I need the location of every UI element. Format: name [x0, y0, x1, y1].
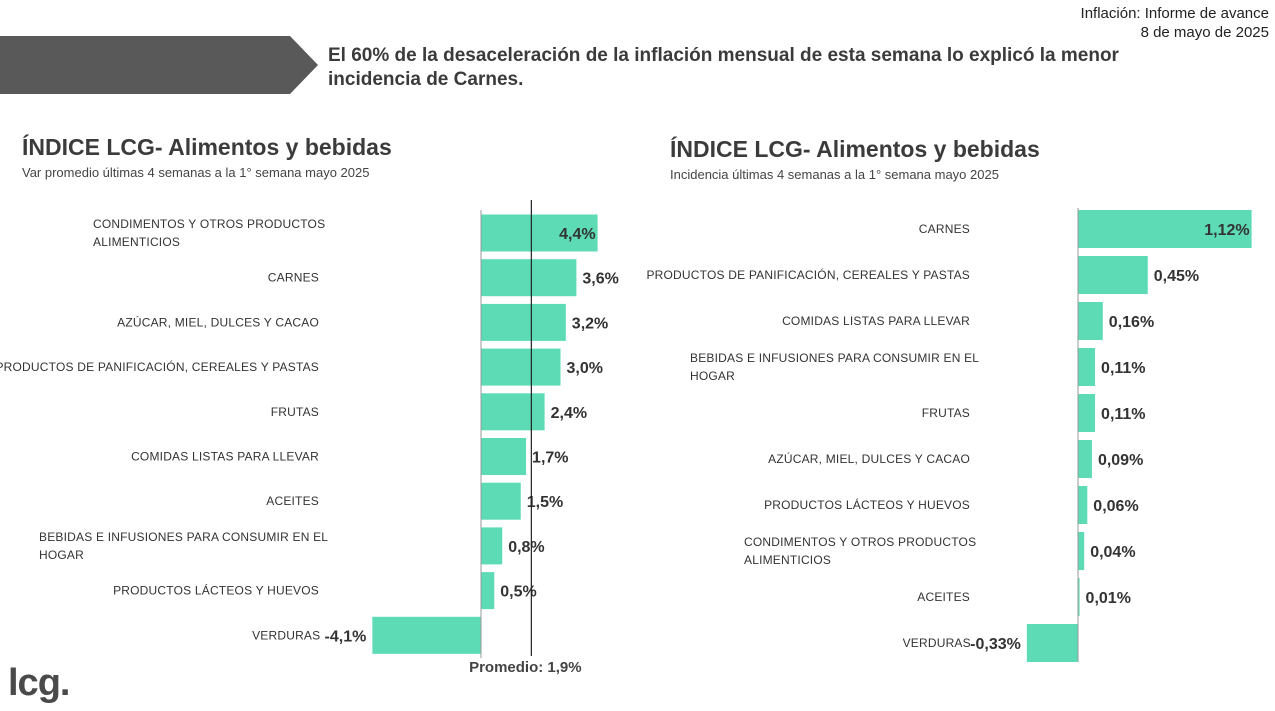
average-label: Promedio: 1,9%: [469, 659, 582, 676]
category-label-0-6: ACEITES: [266, 494, 319, 508]
value-label-0-7: 0,8%: [508, 539, 544, 556]
category-label-0-0: CONDIMENTOS Y OTROS PRODUCTOS ALIMENTICIO…: [93, 217, 325, 249]
bar-0-6: [481, 482, 521, 520]
category-label-1-6: PRODUCTOS LÁCTEOS Y HUEVOS: [764, 497, 970, 512]
bar-1-7: [1078, 532, 1085, 570]
value-label-1-8: 0,01%: [1086, 590, 1131, 607]
bar-0-2: [481, 303, 566, 341]
value-label-0-6: 1,5%: [527, 494, 563, 511]
value-label-0-8: 0,5%: [500, 584, 536, 601]
bar-0-1: [481, 259, 577, 297]
category-label-1-9: VERDURAS: [903, 636, 971, 650]
bar-1-9: [1026, 624, 1078, 662]
value-label-0-1: 3,6%: [582, 271, 618, 288]
category-label-0-7: BEBIDAS E INFUSIONES PARA CONSUMIR EN EL…: [39, 530, 328, 562]
bar-1-4: [1078, 394, 1096, 432]
category-label-0-1: CARNES: [268, 271, 319, 285]
value-label-1-7: 0,04%: [1090, 544, 1135, 561]
value-label-1-2: 0,16%: [1109, 314, 1154, 331]
headline: El 60% de la desaceleración de la inflac…: [328, 45, 1119, 90]
report-date: 8 de mayo de 2025: [1140, 24, 1269, 41]
value-label-0-3: 3,0%: [567, 360, 603, 377]
bar-0-3: [481, 348, 561, 386]
value-label-0-5: 1,7%: [532, 450, 568, 467]
value-label-1-1: 0,45%: [1154, 268, 1199, 285]
value-label-0-0: 4,4%: [559, 226, 595, 243]
value-label-1-3: 0,11%: [1101, 360, 1145, 377]
left-chart-title: ÍNDICE LCG- Alimentos y bebidas: [22, 134, 392, 160]
category-label-1-5: AZÚCAR, MIEL, DULCES Y CACAO: [768, 451, 970, 466]
category-label-0-5: COMIDAS LISTAS PARA LLEVAR: [131, 450, 319, 464]
bar-1-6: [1078, 486, 1088, 524]
banner-arrow: [0, 36, 320, 94]
category-label-1-0: CARNES: [919, 222, 970, 236]
bar-1-3: [1078, 348, 1096, 386]
left-chart-subtitle: Var promedio últimas 4 semanas a la 1° s…: [22, 165, 370, 180]
bar-0-8: [481, 572, 495, 610]
bar-0-9: [372, 616, 481, 654]
category-label-0-4: FRUTAS: [271, 405, 319, 419]
bar-1-1: [1078, 256, 1148, 294]
category-label-1-7: CONDIMENTOS Y OTROS PRODUCTOS ALIMENTICIO…: [744, 535, 976, 567]
lcg-logo: lcg.: [8, 662, 70, 704]
value-label-1-6: 0,06%: [1093, 498, 1138, 515]
category-label-0-8: PRODUCTOS LÁCTEOS Y HUEVOS: [113, 583, 319, 598]
bar-1-2: [1078, 302, 1103, 340]
category-label-0-2: AZÚCAR, MIEL, DULCES Y CACAO: [117, 314, 319, 329]
right-chart-subtitle: Incidencia últimas 4 semanas a la 1° sem…: [670, 167, 999, 182]
report-meta: Inflación: Informe de avance 8 de mayo d…: [1081, 4, 1269, 42]
value-label-1-4: 0,11%: [1101, 406, 1145, 423]
value-label-0-9: -4,1%: [325, 628, 367, 645]
bar-0-7: [481, 527, 503, 565]
value-label-1-0: 1,12%: [1204, 222, 1249, 239]
bar-1-0: [1078, 210, 1252, 248]
right-chart-title: ÍNDICE LCG- Alimentos y bebidas: [670, 136, 1040, 162]
bar-1-8: [1078, 578, 1080, 616]
bar-0-0: [481, 214, 598, 252]
bar-0-5: [481, 438, 527, 475]
report-title: Inflación: Informe de avance: [1080, 5, 1269, 22]
value-label-1-9: -0,33%: [970, 636, 1021, 653]
category-label-1-4: FRUTAS: [922, 406, 970, 420]
category-label-1-3: BEBIDAS E INFUSIONES PARA CONSUMIR EN EL…: [690, 351, 979, 383]
category-label-1-1: PRODUCTOS DE PANIFICACIÓN, CEREALES Y PA…: [646, 267, 970, 282]
value-label-1-5: 0,09%: [1098, 452, 1143, 469]
category-label-1-8: ACEITES: [917, 590, 970, 604]
category-label-0-3: PRODUCTOS DE PANIFICACIÓN, CEREALES Y PA…: [0, 359, 319, 374]
bar-0-4: [481, 393, 545, 431]
value-label-0-2: 3,2%: [572, 315, 608, 332]
value-label-0-4: 2,4%: [551, 405, 587, 422]
category-label-0-9: VERDURAS: [252, 628, 320, 642]
bar-1-5: [1078, 440, 1092, 478]
category-label-1-2: COMIDAS LISTAS PARA LLEVAR: [782, 314, 970, 328]
